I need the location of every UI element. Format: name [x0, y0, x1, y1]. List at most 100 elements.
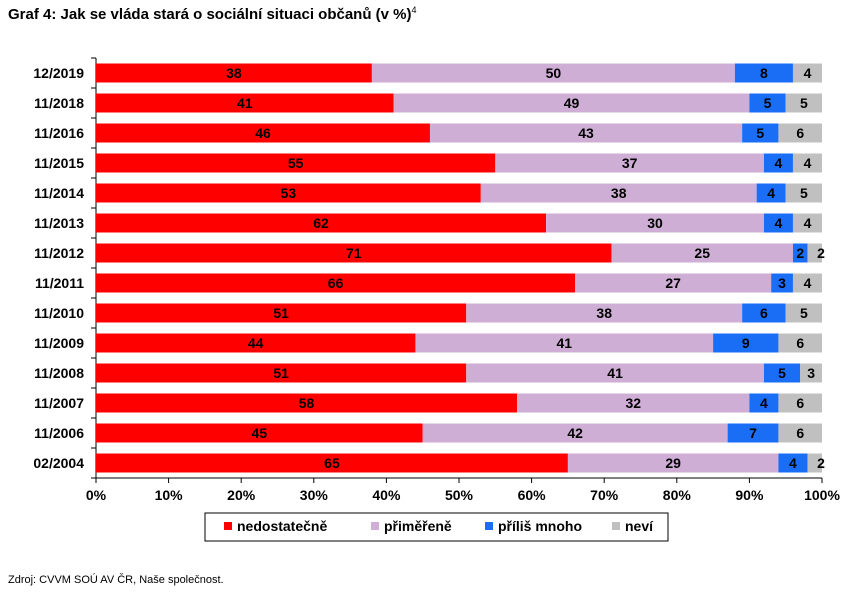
- category-label: 11/2007: [34, 395, 84, 411]
- data-label: 5: [800, 95, 808, 111]
- data-label: 4: [760, 395, 768, 411]
- bar-segment: [96, 453, 568, 473]
- bar-segment: [756, 183, 786, 203]
- x-tick-label: 100%: [804, 487, 840, 503]
- bar-segment: [96, 213, 547, 233]
- bar-segment: [575, 273, 772, 293]
- bar-segment: [96, 183, 481, 203]
- bar-segment: [466, 363, 764, 383]
- bar-segment: [785, 183, 822, 203]
- data-label: 4: [804, 275, 812, 291]
- bar-segment: [611, 243, 793, 263]
- bar-segment: [749, 93, 786, 113]
- bar-segment: [517, 393, 750, 413]
- bar-segment: [96, 63, 372, 83]
- bar-segment: [96, 303, 467, 323]
- data-label: 30: [647, 215, 663, 231]
- bar-segment: [96, 243, 612, 263]
- legend-swatch: [371, 522, 379, 530]
- legend-label: neví: [625, 518, 654, 534]
- bar-segment: [749, 393, 779, 413]
- bar-segment: [422, 423, 728, 443]
- data-label: 4: [804, 65, 812, 81]
- data-label: 25: [694, 245, 710, 261]
- x-tick-label: 90%: [735, 487, 764, 503]
- data-label: 6: [796, 395, 804, 411]
- category-label: 11/2013: [34, 215, 84, 231]
- bar-segment: [96, 123, 430, 143]
- x-tick-label: 50%: [445, 487, 474, 503]
- legend-label: nedostatečně: [237, 518, 327, 534]
- x-tick-label: 20%: [227, 487, 256, 503]
- x-tick-label: 40%: [372, 487, 401, 503]
- data-label: 4: [804, 215, 812, 231]
- bar-segment: [785, 93, 822, 113]
- category-label: 11/2016: [34, 125, 84, 141]
- category-label: 11/2010: [34, 305, 84, 321]
- data-label: 32: [625, 395, 641, 411]
- data-label: 3: [807, 365, 815, 381]
- category-label: 12/2019: [33, 65, 84, 81]
- data-label: 43: [578, 125, 594, 141]
- bar-segment: [96, 273, 576, 293]
- bar-segment: [371, 63, 735, 83]
- data-label: 8: [760, 65, 768, 81]
- bar-segment: [567, 453, 779, 473]
- bar-segment: [727, 423, 779, 443]
- data-label: 62: [313, 215, 329, 231]
- bar-segment: [96, 153, 496, 173]
- bar-segment: [96, 363, 467, 383]
- data-label: 46: [255, 125, 271, 141]
- bar-segment: [763, 363, 801, 383]
- bar-segment: [792, 243, 808, 263]
- bar-segment: [713, 333, 779, 353]
- bar-segment: [792, 153, 822, 173]
- data-label: 58: [299, 395, 315, 411]
- data-label: 42: [567, 425, 583, 441]
- category-label: 11/2015: [34, 155, 84, 171]
- data-label: 44: [248, 335, 264, 351]
- data-label: 4: [775, 155, 783, 171]
- category-label: 11/2011: [35, 275, 84, 291]
- x-tick-label: 80%: [663, 487, 692, 503]
- bar-segment: [778, 453, 808, 473]
- x-tick-label: 60%: [518, 487, 547, 503]
- data-label: 27: [665, 275, 681, 291]
- bar-segment: [734, 63, 793, 83]
- bar-segment: [742, 303, 786, 323]
- title-text: Graf 4: Jak se vláda stará o sociální si…: [8, 6, 412, 23]
- legend-swatch: [612, 522, 620, 530]
- category-label: 11/2008: [34, 365, 84, 381]
- source-note: Zdroj: CVVM SOÚ AV ČR, Naše společnost.: [8, 574, 224, 586]
- bar-segment: [495, 153, 764, 173]
- bar-segment: [800, 363, 822, 383]
- data-label: 37: [622, 155, 638, 171]
- data-label: 5: [778, 365, 786, 381]
- category-label: 11/2006: [34, 425, 84, 441]
- data-label: 5: [756, 125, 764, 141]
- bar-segment: [807, 453, 822, 473]
- data-label: 3: [778, 275, 786, 291]
- bar-segment: [466, 303, 743, 323]
- data-label: 65: [324, 455, 340, 471]
- data-label: 2: [817, 455, 825, 471]
- data-label: 4: [767, 185, 775, 201]
- data-label: 2: [817, 245, 825, 261]
- data-label: 4: [775, 215, 783, 231]
- data-label: 4: [789, 455, 797, 471]
- legend-label: přiměřeně: [384, 518, 452, 534]
- legend-swatch: [224, 522, 232, 530]
- chart-title: Graf 4: Jak se vláda stará o sociální si…: [8, 5, 417, 23]
- bar-segment: [807, 243, 822, 263]
- bar-segment: [792, 213, 822, 233]
- data-label: 53: [281, 185, 297, 201]
- data-label: 9: [742, 335, 750, 351]
- data-label: 38: [596, 305, 612, 321]
- bar-segment: [742, 123, 779, 143]
- bar-segment: [763, 213, 793, 233]
- data-label: 7: [749, 425, 757, 441]
- bar-segment: [778, 423, 822, 443]
- bar-segment: [429, 123, 743, 143]
- bar-segment: [96, 93, 394, 113]
- data-label: 29: [665, 455, 681, 471]
